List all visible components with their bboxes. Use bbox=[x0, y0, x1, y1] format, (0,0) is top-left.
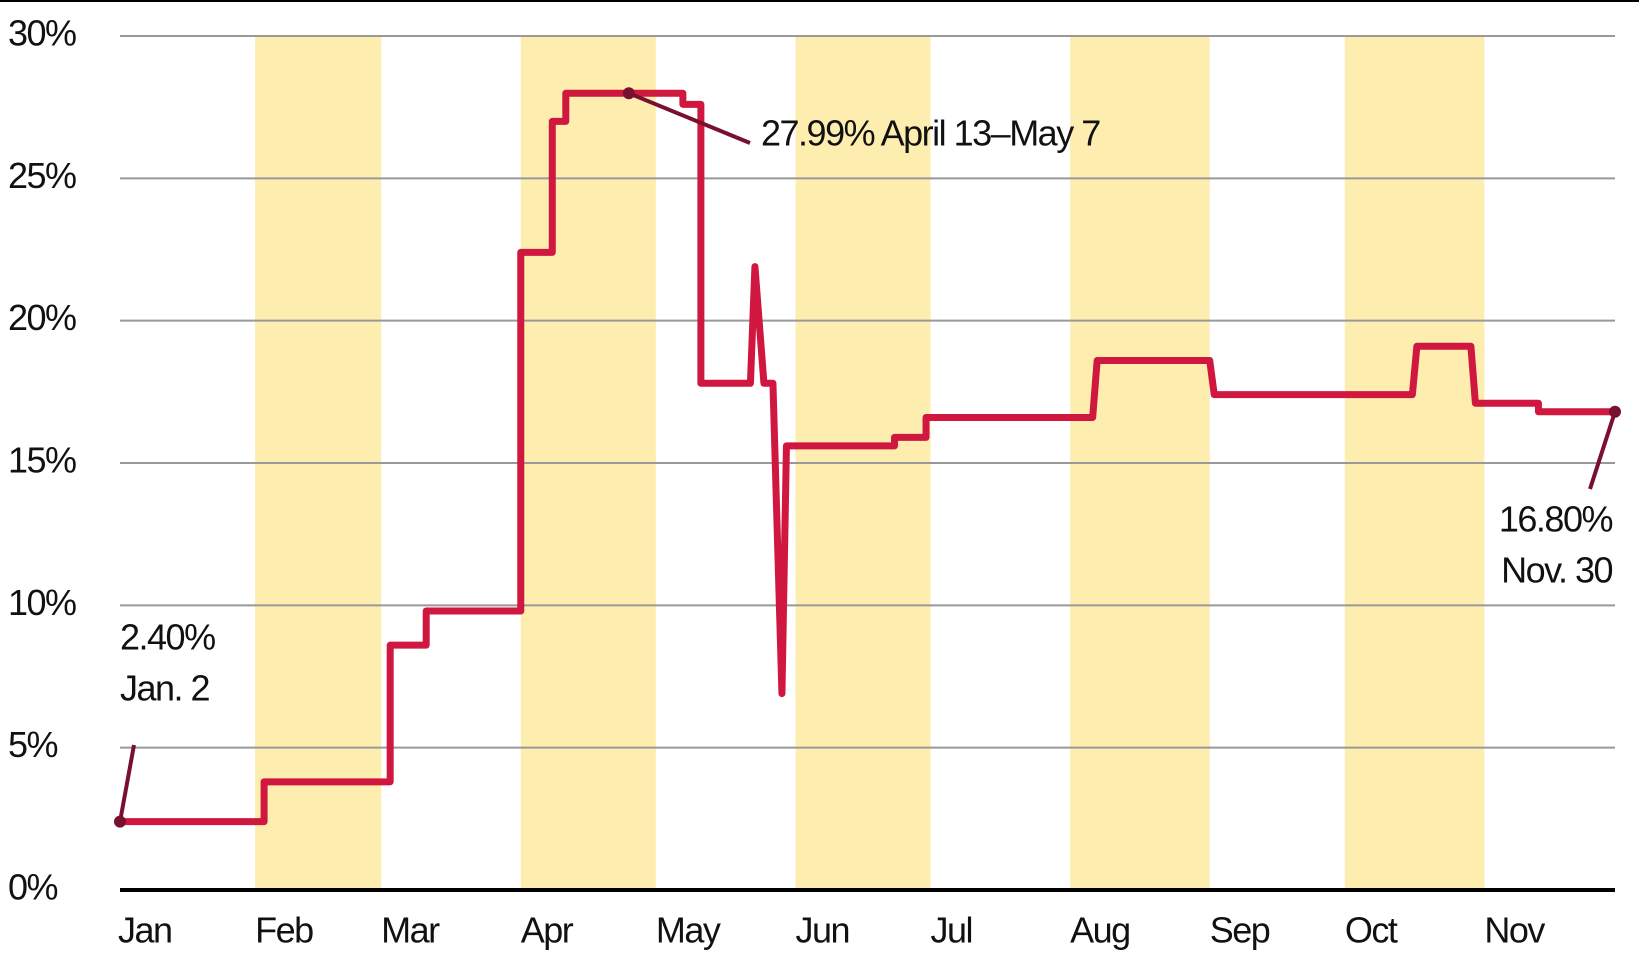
x-tick-label: Jan bbox=[118, 910, 172, 951]
x-tick-label: May bbox=[656, 910, 721, 951]
data-line bbox=[120, 89, 1615, 826]
leader-line bbox=[628, 91, 751, 145]
annotation: Jan. 2 bbox=[120, 668, 210, 709]
x-tick-label: Jul bbox=[931, 910, 973, 951]
x-tick-label: Mar bbox=[381, 910, 440, 951]
annotation: 16.80% bbox=[1499, 499, 1613, 540]
annotation: Nov. 30 bbox=[1501, 550, 1612, 591]
x-tick-label: Oct bbox=[1345, 910, 1398, 951]
x-tick-label: Jun bbox=[795, 910, 849, 951]
annotation: 27.99% April 13–May 7 bbox=[761, 113, 1100, 154]
x-tick-label: Aug bbox=[1070, 910, 1130, 951]
y-tick-label: 10% bbox=[8, 582, 76, 623]
leader-line bbox=[1588, 411, 1617, 490]
highlight-dot bbox=[622, 87, 635, 100]
highlight-dot bbox=[114, 815, 126, 828]
x-tick-label: Sep bbox=[1210, 910, 1270, 951]
y-tick-label: 20% bbox=[8, 297, 76, 338]
y-tick-label: 15% bbox=[8, 440, 76, 481]
highlight-dot bbox=[1609, 405, 1621, 418]
y-tick-label: 5% bbox=[8, 724, 58, 765]
x-tick-label: Apr bbox=[521, 910, 574, 951]
y-tick-label: 25% bbox=[8, 155, 76, 196]
y-tick-label: 30% bbox=[8, 13, 76, 54]
x-tick-label: Nov bbox=[1484, 910, 1545, 951]
y-tick-label: 0% bbox=[8, 867, 58, 908]
leader-line bbox=[118, 744, 136, 823]
x-tick-label: Feb bbox=[255, 910, 313, 951]
annotation: 2.40% bbox=[120, 617, 215, 658]
